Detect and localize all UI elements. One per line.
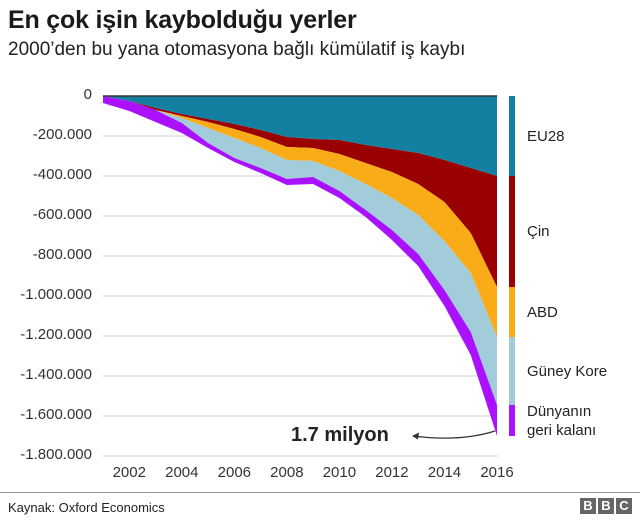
x-tick-label: 2016	[480, 464, 514, 481]
bbc-logo-letter: B	[580, 498, 596, 514]
bbc-logo: B B C	[580, 498, 632, 514]
y-tick-label: -1.400.000	[20, 366, 92, 383]
legend-label: Güney Kore	[527, 362, 608, 380]
source-label: Kaynak: Oxford Economics	[8, 500, 165, 515]
bbc-logo-letter: B	[598, 498, 614, 514]
y-tick-label: -1.200.000	[20, 326, 92, 343]
x-tick-label: 2014	[427, 464, 462, 481]
y-tick-label: -800.000	[32, 246, 92, 263]
legend-swatch	[509, 176, 515, 287]
area-eu28	[103, 96, 497, 176]
legend-swatch	[509, 96, 515, 176]
x-tick-label: 2002	[112, 464, 146, 481]
x-tick-label: 2010	[322, 464, 357, 481]
legend-swatch	[509, 337, 515, 405]
y-tick-label: 0	[83, 86, 92, 103]
legend-swatch	[509, 405, 515, 436]
x-tick-label: 2004	[165, 464, 199, 481]
legend-label: Çin	[527, 223, 550, 240]
y-tick-label: -600.000	[32, 206, 92, 223]
area-dünyanın-geri-kalanı	[103, 96, 497, 436]
chart-title: En çok işin kaybolduğu yerler	[8, 6, 357, 34]
total-annotation: 1.7 milyon	[291, 424, 389, 446]
y-tick-label: -200.000	[32, 126, 92, 143]
bbc-logo-letter: C	[616, 498, 632, 514]
chart-subtitle: 2000’den bu yana otomasyona bağlı kümüla…	[8, 39, 466, 60]
legend-swatch	[509, 287, 515, 337]
legend-label: EU28	[527, 127, 565, 145]
y-tick-label: -400.000	[32, 166, 92, 183]
y-tick-label: -1.600.000	[20, 406, 92, 423]
x-tick-label: 2012	[375, 464, 409, 481]
footer-divider	[0, 492, 640, 493]
y-tick-label: -1.800.000	[20, 446, 92, 463]
area-güney-kore	[103, 96, 497, 405]
legend-label: Dünyanın geri kalanı	[527, 402, 597, 439]
legend-label: ABD	[527, 303, 558, 321]
x-tick-label: 2006	[217, 464, 252, 481]
x-tick-label: 2008	[270, 464, 304, 481]
arrowhead-icon	[412, 432, 419, 440]
annotation-arrow	[412, 430, 496, 439]
y-tick-label: -1.000.000	[20, 286, 92, 303]
